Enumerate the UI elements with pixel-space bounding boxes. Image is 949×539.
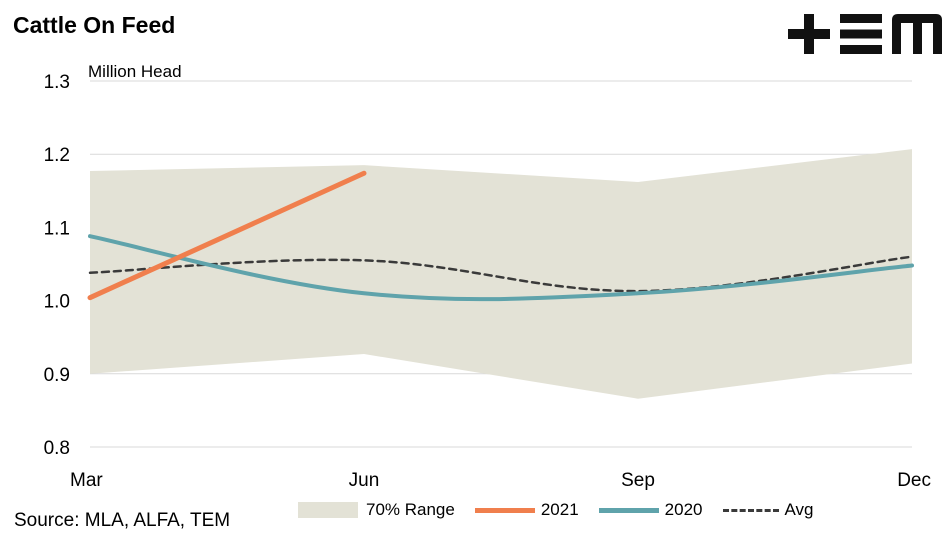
y-tick-label: 1.2: [44, 145, 70, 166]
range-band: [90, 149, 912, 399]
x-tick-labels: Mar Jun Sep Dec: [70, 470, 931, 491]
x-tick-label: Mar: [70, 470, 103, 491]
legend-item-range: 70% Range: [298, 500, 475, 520]
legend-item-2021: 2021: [474, 500, 599, 520]
line-chart: 0.8 0.9 1.0 1.1 1.2 1.3 Mar Jun Sep Dec Million …: [44, 62, 931, 491]
y-tick-labels: 0.8 0.9 1.0 1.1 1.2 1.3: [44, 72, 70, 459]
y-tick-label: 0.9: [44, 365, 70, 386]
chart-title: Cattle On Feed: [13, 12, 176, 38]
source-note: Source: MLA, ALFA, TEM: [14, 510, 231, 531]
legend-label-avg: Avg: [784, 500, 814, 519]
series-2021-line: [87, 170, 367, 301]
y-tick-label: 0.8: [44, 438, 70, 459]
y-tick-label: 1.3: [44, 72, 70, 93]
legend-label-2020: 2020: [664, 500, 703, 519]
x-tick-label: Jun: [349, 470, 380, 491]
series-2020-line: [88, 234, 914, 302]
series-layer: [87, 170, 914, 302]
legend-item-2020: 2020: [598, 500, 723, 520]
x-tick-label: Sep: [621, 470, 655, 491]
y-tick-label: 1.1: [44, 218, 70, 239]
y-tick-label: 1.0: [44, 292, 70, 313]
range-band-layer: [90, 149, 912, 399]
legend-swatch-avg: [722, 508, 779, 512]
legend-label-2021: 2021: [540, 500, 579, 519]
x-tick-label: Dec: [897, 470, 931, 491]
legend-swatch-range: [298, 502, 358, 518]
legend-swatch-2021: [474, 507, 535, 513]
y-axis-label: Million Head: [88, 62, 182, 81]
legend-item-avg: Avg: [722, 500, 834, 520]
tem-logo: [788, 14, 942, 54]
legend-swatch-2020: [598, 507, 659, 513]
legend: 70% Range 2021 2020 Avg: [298, 500, 834, 520]
legend-label-range: 70% Range: [366, 500, 455, 519]
